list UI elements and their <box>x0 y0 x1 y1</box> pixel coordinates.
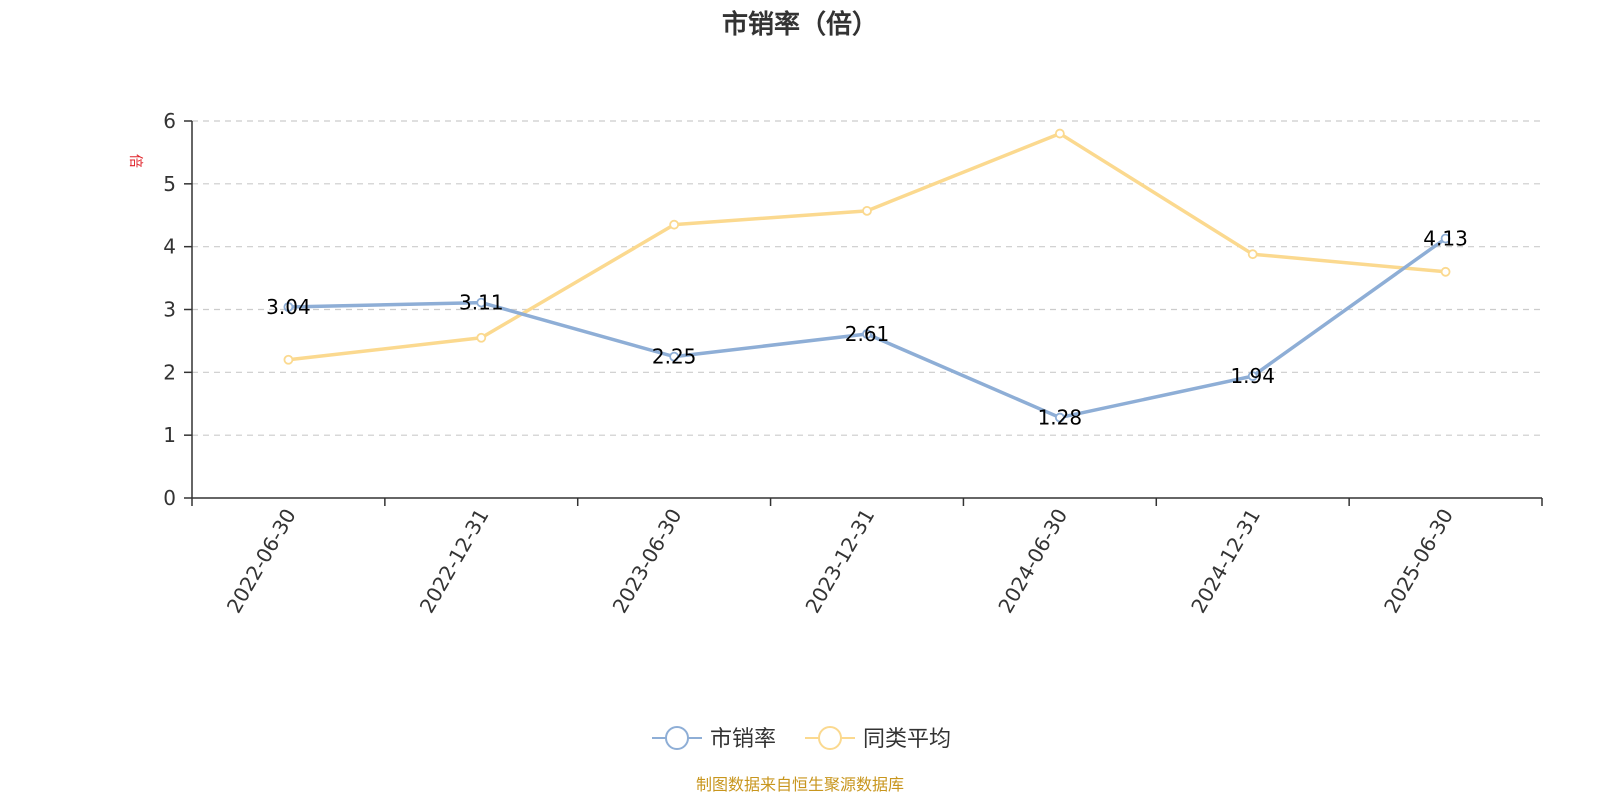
y-tick-label: 6 <box>163 109 176 133</box>
x-tick-label: 2023-06-30 <box>608 505 687 618</box>
chart-title: 市销率（倍） <box>722 9 878 40</box>
data-point <box>283 302 294 312</box>
x-tick-label: 2025-06-30 <box>1379 505 1458 618</box>
source-note: 制图数据来自恒生聚源数据库 <box>696 775 904 794</box>
legend-marker <box>818 726 842 750</box>
legend-label: 市销率 <box>710 727 776 752</box>
data-point <box>1440 233 1451 244</box>
data-labels: 3.04 3.11 2.25 2.61 1.28 1.94 4.13 <box>266 226 1468 429</box>
data-point <box>476 297 487 308</box>
data-label: 1.94 <box>1230 364 1275 388</box>
data-point <box>669 351 680 362</box>
data-point <box>862 205 872 216</box>
axes: 0 1 2 3 4 5 6 2022-06-30 2022-12-31 2023-06-30 202… <box>163 109 1543 618</box>
data-label: 2.61 <box>845 322 890 346</box>
data-label: 2.25 <box>652 345 697 369</box>
data-point <box>669 219 680 230</box>
grid-lines <box>192 120 1542 436</box>
data-point <box>1054 128 1065 139</box>
data-point <box>283 354 294 365</box>
x-tick-label: 2024-06-30 <box>993 505 1072 618</box>
x-tick-label: 2022-06-30 <box>222 505 301 618</box>
y-tick-label: 2 <box>163 360 176 384</box>
y-tick-label: 4 <box>163 235 176 259</box>
data-point <box>1247 249 1258 260</box>
series-layer <box>283 128 1451 423</box>
data-point <box>1054 412 1065 423</box>
data-point <box>862 329 872 339</box>
y-tick-label: 0 <box>163 486 176 510</box>
y-tick-label: 1 <box>163 423 176 447</box>
legend-item[interactable]: 同类平均 <box>805 726 951 752</box>
y-tick-label: 5 <box>163 172 176 196</box>
legend-label: 同类平均 <box>863 727 951 752</box>
legend-marker <box>665 726 689 750</box>
data-label: 3.11 <box>459 291 504 315</box>
data-point <box>1440 266 1451 277</box>
data-point <box>1247 371 1258 382</box>
y-axis-unit-label: 倍 <box>127 154 143 168</box>
x-tick-label: 2023-12-31 <box>800 505 879 618</box>
data-point <box>476 332 487 343</box>
data-label: 1.28 <box>1038 406 1083 430</box>
x-tick-label: 2024-12-31 <box>1186 505 1265 618</box>
x-tick-label: 2022-12-31 <box>415 505 494 618</box>
legend-item[interactable]: 市销率 <box>652 726 776 752</box>
legend[interactable]: 市销率 同类平均 <box>652 726 951 752</box>
y-tick-label: 3 <box>163 298 176 322</box>
data-label: 4.13 <box>1423 226 1468 250</box>
data-label: 3.04 <box>266 295 311 319</box>
